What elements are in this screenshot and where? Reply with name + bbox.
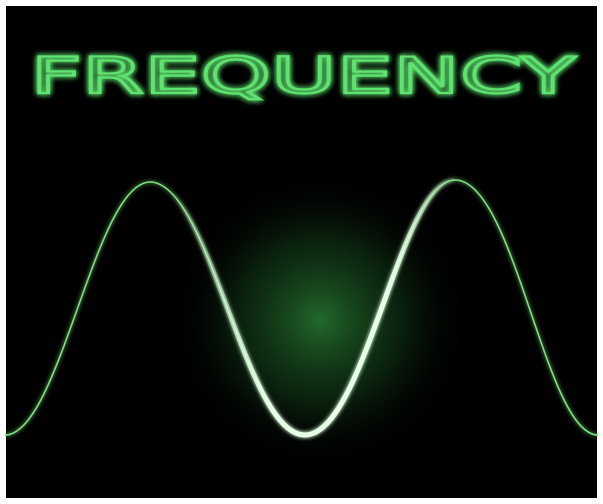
title: FREQUENCY xyxy=(31,47,577,105)
wave-highlight xyxy=(149,177,456,438)
glow-halo xyxy=(170,170,470,470)
